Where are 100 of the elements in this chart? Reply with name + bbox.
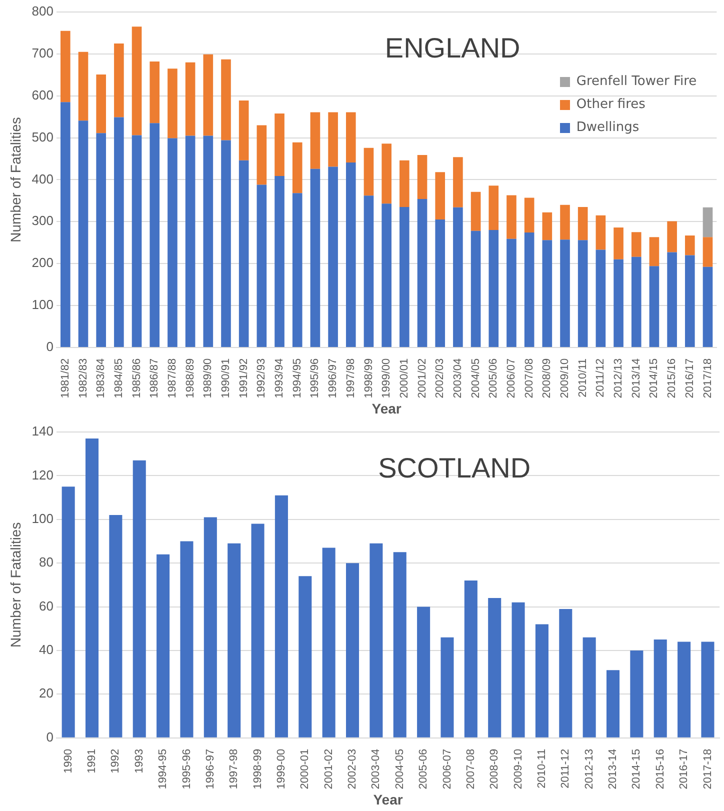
bar xyxy=(470,192,481,231)
bar xyxy=(684,235,695,256)
x-tick-label: 2015/16 xyxy=(666,358,678,398)
x-tick-label: 2011-12 xyxy=(560,748,572,788)
x-tick-label: 2008-09 xyxy=(488,748,501,790)
text: SCOTLAND xyxy=(378,452,531,484)
bar xyxy=(488,598,502,738)
x-tick-label: 2005/06 xyxy=(488,358,500,398)
bar xyxy=(274,176,284,347)
bar xyxy=(702,266,713,347)
x-tick-label: 1990/91 xyxy=(220,358,232,398)
x-tick-label: 2003-04 xyxy=(370,748,382,790)
y-tick-label: 700 xyxy=(32,46,54,61)
bar xyxy=(488,230,499,347)
bar xyxy=(132,135,142,347)
bar xyxy=(328,112,338,167)
y-axis-title: Number of Fatalities xyxy=(7,522,24,648)
bar xyxy=(470,230,481,347)
bar xyxy=(168,68,178,138)
bar xyxy=(274,495,288,738)
x-tick-label: 2002-03 xyxy=(346,748,359,790)
bar xyxy=(86,438,99,738)
bar xyxy=(310,168,320,347)
bar xyxy=(596,215,606,250)
x-tick-label: 1981/82 xyxy=(59,358,72,398)
bar xyxy=(346,563,360,738)
x-tick-label: 1999-00 xyxy=(275,748,288,790)
bar xyxy=(578,240,588,347)
x-tick-label: 2006-07 xyxy=(441,748,454,790)
x-tick-label: 1990 xyxy=(62,748,74,774)
bar xyxy=(542,212,552,240)
x-tick-label: 1997-98 xyxy=(228,748,240,790)
x-tick-label: 2004-05 xyxy=(394,748,406,790)
x-tick-label: 1984/85 xyxy=(112,358,125,398)
bar xyxy=(251,524,264,738)
x-tick-label: 1992 xyxy=(110,748,122,774)
bar xyxy=(606,670,620,738)
y-axis-title: Number of Fatalities xyxy=(7,117,24,242)
x-tick-label: 2013-14 xyxy=(607,748,620,790)
y-tick-label: 600 xyxy=(32,87,54,102)
x-tick-label: 2016/17 xyxy=(684,358,696,398)
y-tick-label: 800 xyxy=(32,4,54,19)
bar xyxy=(453,157,463,208)
x-tick-label: 2001/02 xyxy=(416,358,428,398)
bar xyxy=(114,43,124,118)
y-tick-label: 20 xyxy=(39,686,54,701)
bar xyxy=(684,255,695,347)
bar xyxy=(506,195,516,239)
x-tick-label: 2003/04 xyxy=(452,358,464,398)
bar xyxy=(417,606,430,738)
bar xyxy=(322,548,336,738)
bar xyxy=(60,102,70,347)
bar xyxy=(702,207,713,238)
x-tick-label: 2001-02 xyxy=(322,748,335,790)
bar xyxy=(185,136,196,347)
bar xyxy=(382,144,392,204)
x-tick-label: 2006/07 xyxy=(506,358,518,398)
y-tick-label: 100 xyxy=(32,510,54,526)
bar xyxy=(221,59,231,140)
x-tick-label: 1987/88 xyxy=(166,358,178,398)
bar xyxy=(435,220,446,347)
y-tick-label: 0 xyxy=(46,339,54,354)
x-tick-label: 2007-08 xyxy=(464,748,477,790)
bar xyxy=(524,232,534,347)
bar xyxy=(180,541,194,738)
x-tick-label: 1983/84 xyxy=(95,358,108,398)
x-axis-title: Year xyxy=(373,791,404,808)
bar xyxy=(204,517,217,738)
x-tick-label: 1994-95 xyxy=(157,748,170,790)
bar xyxy=(560,240,570,347)
bar xyxy=(78,52,88,121)
bar xyxy=(464,580,478,738)
bar xyxy=(678,642,691,738)
bar xyxy=(614,259,624,347)
x-tick-label: 1999/00 xyxy=(380,358,393,398)
x-tick-label: 2010/11 xyxy=(576,358,589,398)
bar xyxy=(578,206,588,240)
text: ENGLAND xyxy=(384,32,520,64)
bar xyxy=(417,154,428,200)
bar xyxy=(702,237,713,267)
y-tick-label: 400 xyxy=(32,171,54,186)
bar xyxy=(78,120,88,347)
x-tick-label: 1995/96 xyxy=(309,358,322,398)
bar xyxy=(238,160,249,347)
bar xyxy=(559,608,572,738)
x-tick-label: 2013/14 xyxy=(630,358,642,398)
bar xyxy=(274,113,284,176)
bar xyxy=(228,543,241,738)
bar xyxy=(185,62,196,136)
bar xyxy=(560,204,570,240)
x-tick-label: 1992/93 xyxy=(256,358,268,398)
legend-label: Other fires xyxy=(576,97,646,112)
bar xyxy=(524,198,534,233)
bar xyxy=(400,206,410,347)
x-tick-label: 2014/15 xyxy=(648,358,660,398)
y-tick-label: 40 xyxy=(39,642,54,658)
bar xyxy=(328,166,338,347)
y-tick-label: 0 xyxy=(46,729,54,744)
x-tick-label: 2004/05 xyxy=(470,358,482,398)
legend-label: Dwellings xyxy=(576,120,640,135)
